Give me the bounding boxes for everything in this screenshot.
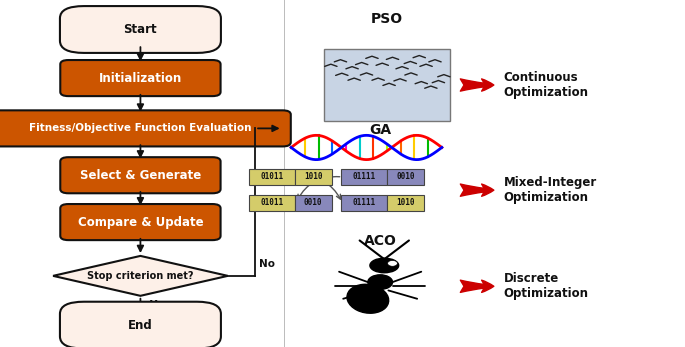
Text: Stop criterion met?: Stop criterion met? xyxy=(87,271,194,281)
FancyBboxPatch shape xyxy=(387,169,424,185)
Bar xyxy=(323,49,451,121)
Text: End: End xyxy=(128,319,153,332)
FancyBboxPatch shape xyxy=(60,302,221,347)
Text: 01111: 01111 xyxy=(353,198,375,208)
Text: ACO: ACO xyxy=(364,234,397,248)
Text: Yes: Yes xyxy=(149,300,169,310)
Text: Discrete
Optimization: Discrete Optimization xyxy=(503,272,588,300)
FancyBboxPatch shape xyxy=(341,195,387,211)
Text: Continuous
Optimization: Continuous Optimization xyxy=(503,71,588,99)
Text: 01011: 01011 xyxy=(260,172,283,181)
FancyBboxPatch shape xyxy=(0,110,290,146)
Text: GA: GA xyxy=(369,123,391,137)
Ellipse shape xyxy=(370,258,399,273)
FancyBboxPatch shape xyxy=(60,6,221,53)
FancyBboxPatch shape xyxy=(387,195,424,211)
Text: Fitness/Objective Function Evaluation: Fitness/Objective Function Evaluation xyxy=(29,124,251,133)
Text: Compare & Update: Compare & Update xyxy=(77,215,203,229)
Text: Initialization: Initialization xyxy=(99,71,182,85)
Text: 1010: 1010 xyxy=(396,198,415,208)
Ellipse shape xyxy=(368,275,393,289)
Text: Mixed-Integer
Optimization: Mixed-Integer Optimization xyxy=(503,176,597,204)
FancyBboxPatch shape xyxy=(341,169,387,185)
Ellipse shape xyxy=(347,284,388,313)
Text: PSO: PSO xyxy=(371,12,403,26)
Text: 0010: 0010 xyxy=(303,198,323,208)
FancyBboxPatch shape xyxy=(249,195,295,211)
Text: 1010: 1010 xyxy=(303,172,323,181)
FancyBboxPatch shape xyxy=(295,195,332,211)
Text: 01111: 01111 xyxy=(353,172,375,181)
Polygon shape xyxy=(53,256,227,296)
FancyBboxPatch shape xyxy=(60,60,221,96)
Text: Start: Start xyxy=(123,23,158,36)
FancyBboxPatch shape xyxy=(60,204,221,240)
Text: No: No xyxy=(258,259,275,269)
Ellipse shape xyxy=(388,261,397,266)
Text: Select & Generate: Select & Generate xyxy=(79,169,201,182)
FancyBboxPatch shape xyxy=(60,157,221,193)
FancyBboxPatch shape xyxy=(249,169,295,185)
Text: 0010: 0010 xyxy=(396,172,415,181)
Text: 01011: 01011 xyxy=(260,198,283,208)
FancyBboxPatch shape xyxy=(295,169,332,185)
